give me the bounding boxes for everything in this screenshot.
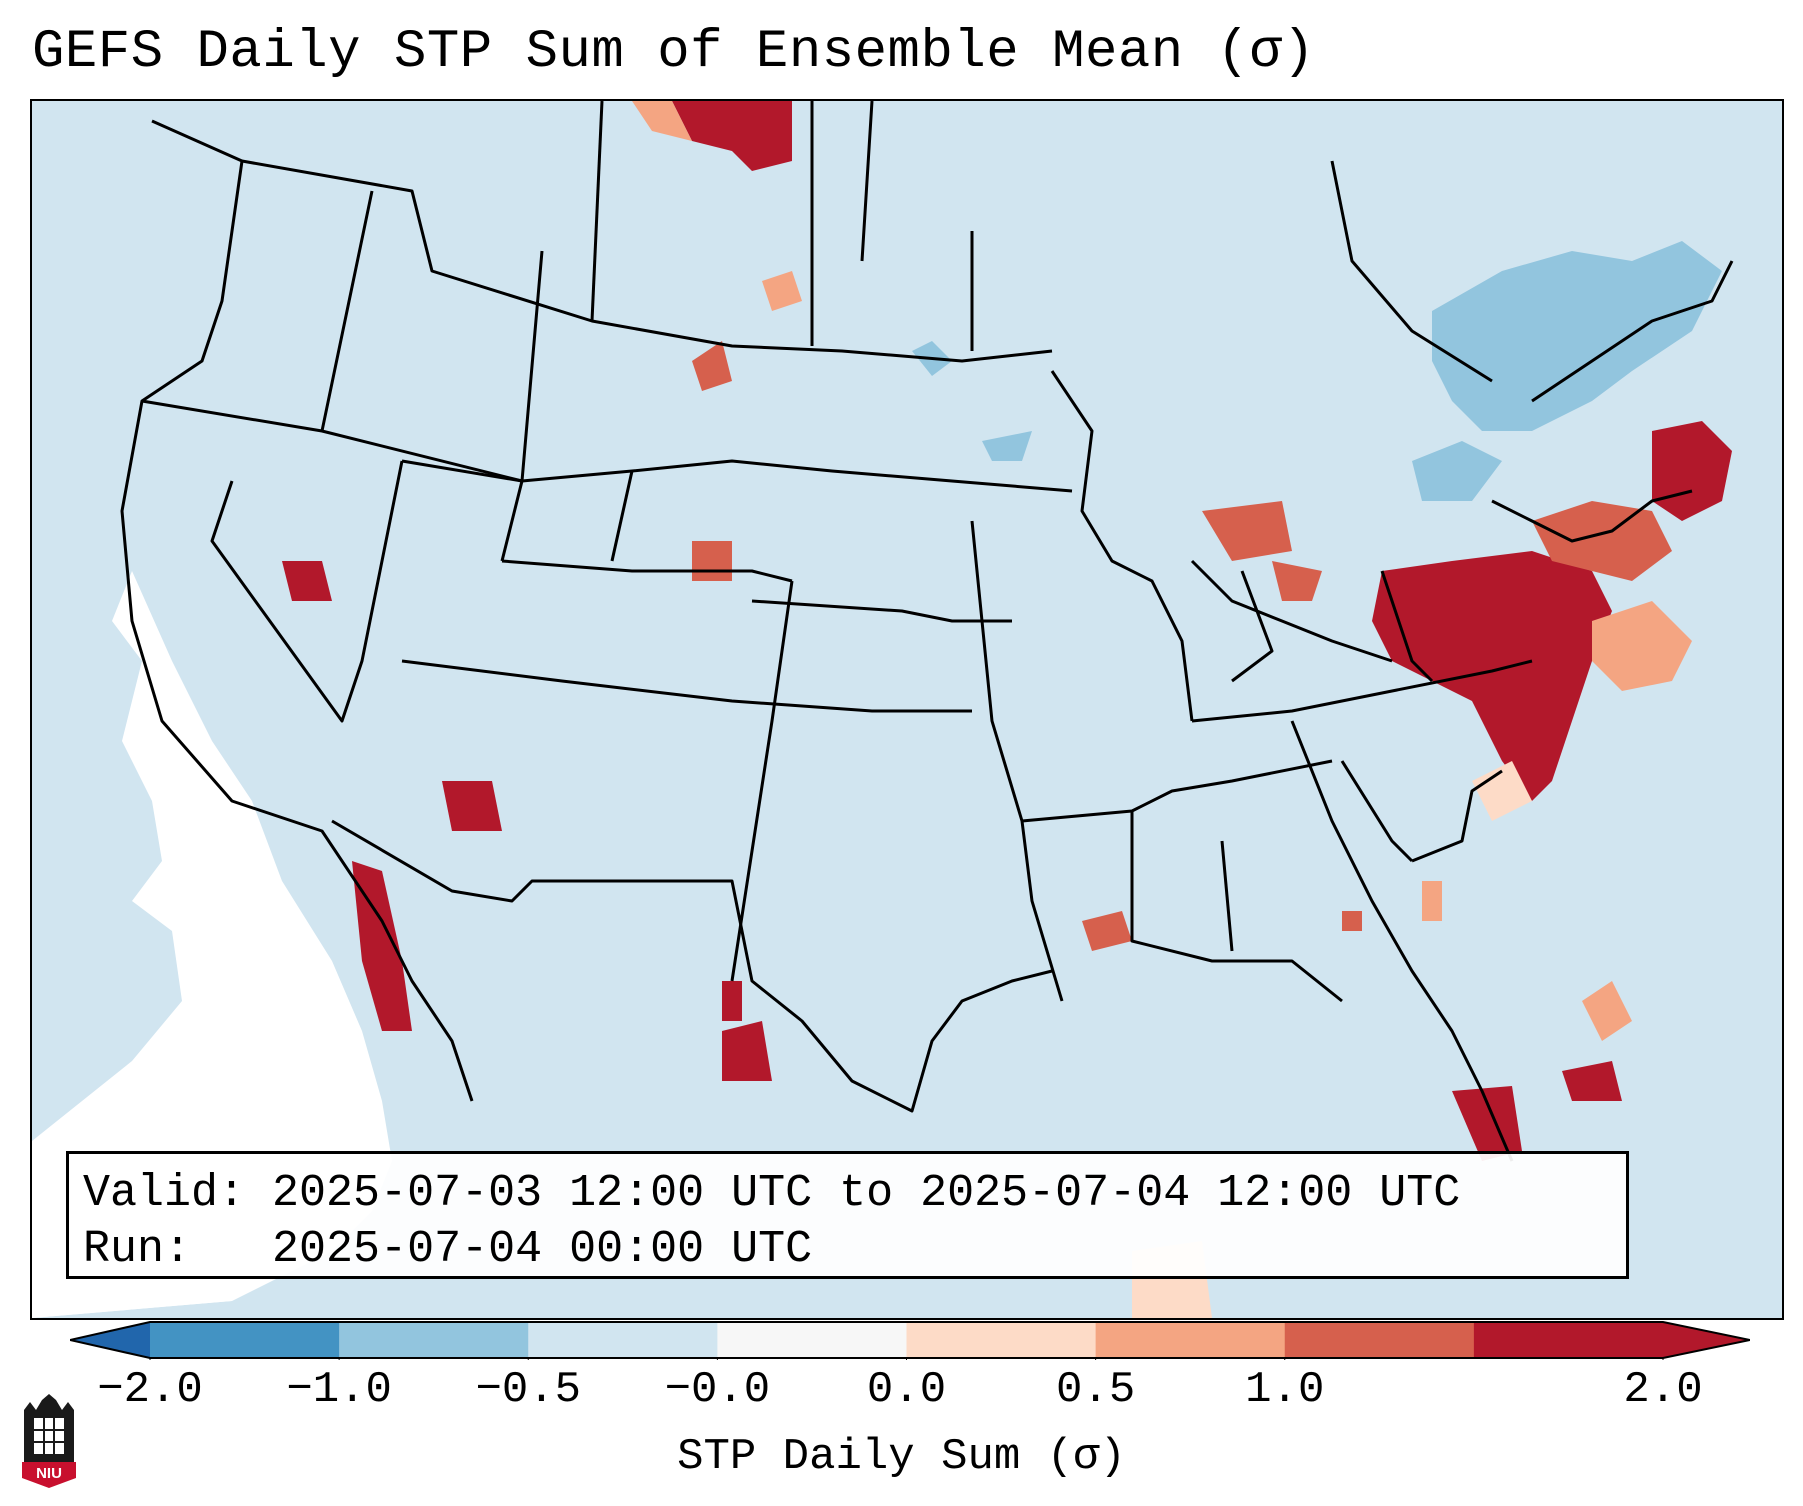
colorbar-tick-label: −0.0 <box>664 1365 771 1415</box>
anomaly-arizona <box>442 781 502 831</box>
colorbar-label: STP Daily Sum (σ) <box>677 1432 1126 1482</box>
colorbar-extend-high <box>1663 1322 1750 1358</box>
map-title: GEFS Daily STP Sum of Ensemble Mean (σ) <box>32 22 1316 83</box>
niu-logo-text: NIU <box>36 1465 62 1482</box>
colorbar-segment <box>1284 1322 1475 1358</box>
colorbar-tick-label: 2.0 <box>1623 1365 1703 1415</box>
colorbar-segment <box>906 1322 1097 1358</box>
valid-value: 2025-07-03 12:00 UTC to 2025-07-04 12:00… <box>272 1168 1461 1219</box>
anomaly-nevada <box>282 561 332 601</box>
anomaly-northeast-fringe <box>1532 501 1672 581</box>
anomaly-bahamas <box>1562 1061 1622 1101</box>
run-line: Run: 2025-07-04 00:00 UTC <box>83 1222 1612 1278</box>
stp-map <box>32 101 1782 1318</box>
colorbar <box>70 1321 1750 1360</box>
colorbar-segment <box>1095 1322 1286 1358</box>
valid-label: Valid: <box>83 1168 246 1219</box>
niu-logo: NIU <box>22 1394 76 1488</box>
colorbar-segment <box>1473 1322 1664 1358</box>
anomaly-canada-north <box>672 101 792 171</box>
run-value: 2025-07-04 00:00 UTC <box>272 1224 813 1275</box>
colorbar-tick-label: −2.0 <box>97 1365 203 1415</box>
colorbar-segment <box>150 1322 340 1358</box>
colorbar-tick-label: −1.0 <box>286 1365 392 1415</box>
anomaly-mid-atlantic <box>1372 551 1612 801</box>
valid-run-info-box: Valid: 2025-07-03 12:00 UTC to 2025-07-0… <box>66 1151 1629 1279</box>
colorbar-extend-low <box>70 1322 150 1358</box>
anomaly-baja <box>352 861 412 1031</box>
colorbar-segment <box>717 1322 907 1358</box>
colorbar-tick-label: −0.5 <box>475 1365 582 1415</box>
anomaly-mexico <box>722 1021 772 1081</box>
map-panel <box>30 99 1784 1320</box>
state-boundaries <box>120 101 1734 1162</box>
run-label: Run: <box>83 1224 192 1275</box>
valid-line: Valid: 2025-07-03 12:00 UTC to 2025-07-0… <box>83 1166 1612 1222</box>
colorbar-segment <box>528 1322 718 1358</box>
colorbar-tick-label: 0.5 <box>1056 1365 1136 1415</box>
colorbar-tick-label: 0.0 <box>866 1365 947 1415</box>
colorbar-tick-label: 1.0 <box>1245 1365 1325 1415</box>
colorbar-segment <box>339 1322 529 1358</box>
